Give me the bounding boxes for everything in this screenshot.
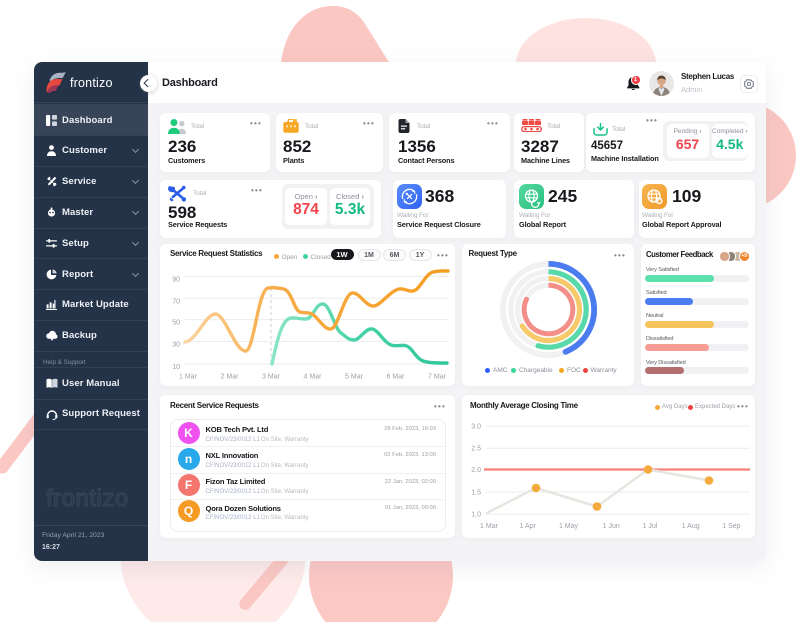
svg-text:1 Mar: 1 Mar [179,374,198,381]
svg-text:3.0: 3.0 [471,424,481,431]
svg-text:6 Mar: 6 Mar [387,374,406,381]
svg-text:90: 90 [172,277,180,284]
svg-text:2.5: 2.5 [471,446,481,453]
svg-text:1 Jun: 1 Jun [603,523,620,530]
svg-text:70: 70 [172,298,180,305]
svg-text:1.0: 1.0 [471,512,481,519]
svg-text:3 Mar: 3 Mar [262,374,281,381]
svg-text:1 Jul: 1 Jul [643,523,658,530]
svg-text:1 May: 1 May [559,523,579,530]
svg-text:1 Mar: 1 Mar [480,523,499,530]
svg-text:2 Mar: 2 Mar [221,374,240,381]
svg-text:2.0: 2.0 [471,467,481,474]
svg-text:10: 10 [172,364,180,371]
svg-text:7 Mar: 7 Mar [428,374,447,381]
svg-text:1 Aug: 1 Aug [682,523,700,530]
svg-text:30: 30 [172,342,180,349]
svg-text:50: 50 [172,320,180,327]
svg-text:4 Mar: 4 Mar [304,374,323,381]
svg-text:1 Sep: 1 Sep [722,523,740,530]
svg-text:1 Apr: 1 Apr [520,523,537,530]
svg-text:5 Mar: 5 Mar [345,374,364,381]
svg-text:1.5: 1.5 [471,490,481,497]
